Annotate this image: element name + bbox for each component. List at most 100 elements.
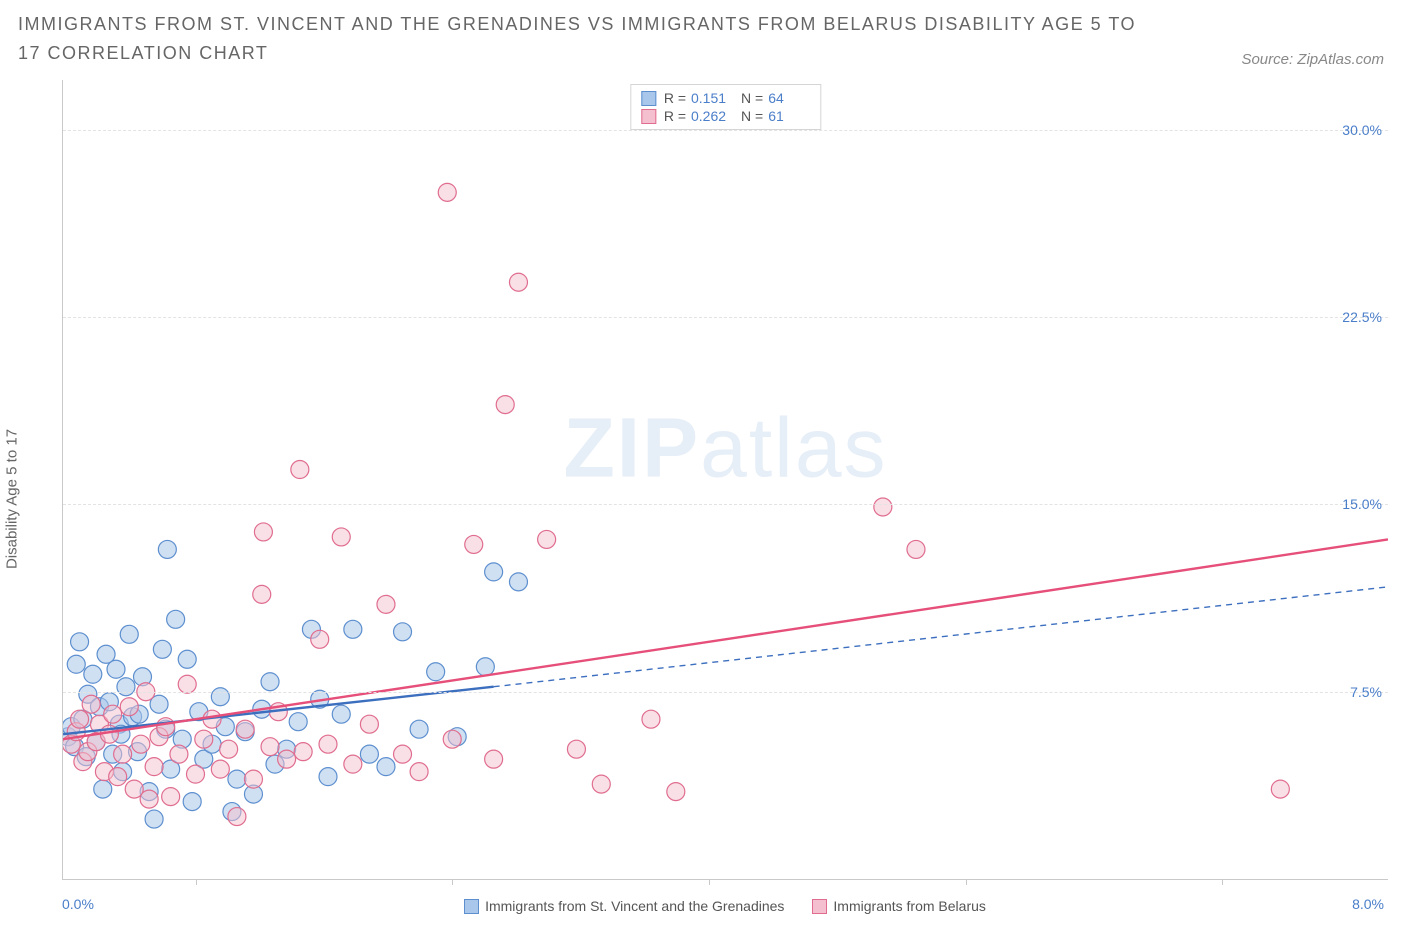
scatter-point bbox=[183, 793, 201, 811]
scatter-point bbox=[394, 745, 412, 763]
y-tick-label: 22.5% bbox=[1342, 309, 1382, 325]
regression-line-extrapolated bbox=[494, 587, 1388, 687]
scatter-point bbox=[476, 658, 494, 676]
chart-container: Disability Age 5 to 17 ZIPatlas R =0.151… bbox=[18, 80, 1388, 918]
gridline bbox=[63, 504, 1388, 505]
chart-title: IMMIGRANTS FROM ST. VINCENT AND THE GREN… bbox=[18, 10, 1138, 68]
scatter-point bbox=[319, 735, 337, 753]
scatter-point bbox=[311, 630, 329, 648]
scatter-point bbox=[104, 705, 122, 723]
scatter-point bbox=[377, 758, 395, 776]
scatter-point bbox=[153, 640, 171, 658]
n-stat: N =61 bbox=[741, 108, 810, 124]
legend-swatch bbox=[464, 899, 479, 914]
scatter-point bbox=[145, 758, 163, 776]
scatter-point bbox=[170, 745, 188, 763]
legend-label: Immigrants from Belarus bbox=[833, 898, 985, 914]
scatter-point bbox=[642, 710, 660, 728]
scatter-point bbox=[410, 720, 428, 738]
scatter-point bbox=[496, 396, 514, 414]
scatter-point bbox=[244, 770, 262, 788]
scatter-point bbox=[211, 760, 229, 778]
scatter-point bbox=[94, 780, 112, 798]
scatter-point bbox=[410, 763, 428, 781]
scatter-point bbox=[109, 768, 127, 786]
scatter-point bbox=[195, 730, 213, 748]
scatter-point bbox=[509, 273, 527, 291]
scatter-point bbox=[485, 563, 503, 581]
legend-swatch bbox=[641, 91, 656, 106]
scatter-point bbox=[465, 535, 483, 553]
legend-label: Immigrants from St. Vincent and the Gren… bbox=[485, 898, 784, 914]
source-attribution: Source: ZipAtlas.com bbox=[1241, 51, 1388, 68]
scatter-point bbox=[319, 768, 337, 786]
scatter-point bbox=[1271, 780, 1289, 798]
scatter-point bbox=[377, 595, 395, 613]
y-axis-label: Disability Age 5 to 17 bbox=[4, 429, 21, 569]
y-tick-label: 7.5% bbox=[1350, 684, 1382, 700]
r-stat: R =0.151 bbox=[664, 90, 733, 106]
scatter-point bbox=[107, 660, 125, 678]
scatter-point bbox=[567, 740, 585, 758]
scatter-point bbox=[360, 745, 378, 763]
r-stat: R =0.262 bbox=[664, 108, 733, 124]
legend-item: Immigrants from Belarus bbox=[812, 898, 985, 914]
scatter-point bbox=[211, 688, 229, 706]
scatter-point bbox=[67, 655, 85, 673]
scatter-point bbox=[538, 530, 556, 548]
regression-line bbox=[63, 539, 1388, 739]
scatter-point bbox=[167, 610, 185, 628]
scatter-point bbox=[394, 623, 412, 641]
scatter-point bbox=[485, 750, 503, 768]
scatter-point bbox=[178, 650, 196, 668]
scatter-point bbox=[261, 673, 279, 691]
gridline bbox=[63, 692, 1388, 693]
y-tick-label: 30.0% bbox=[1342, 122, 1382, 138]
scatter-point bbox=[145, 810, 163, 828]
scatter-point bbox=[344, 620, 362, 638]
scatter-point bbox=[120, 698, 138, 716]
legend-item: Immigrants from St. Vincent and the Gren… bbox=[464, 898, 784, 914]
scatter-point bbox=[254, 523, 272, 541]
scatter-point bbox=[178, 675, 196, 693]
scatter-point bbox=[874, 498, 892, 516]
scatter-point bbox=[220, 740, 238, 758]
scatter-point bbox=[332, 528, 350, 546]
scatter-point bbox=[438, 183, 456, 201]
stats-legend-row: R =0.151 N =64 bbox=[641, 89, 810, 107]
scatter-point bbox=[344, 755, 362, 773]
scatter-point bbox=[291, 461, 309, 479]
scatter-point bbox=[294, 743, 312, 761]
x-axis-area: 0.0% 8.0% Immigrants from St. Vincent an… bbox=[62, 880, 1388, 918]
scatter-point bbox=[157, 718, 175, 736]
scatter-point bbox=[187, 765, 205, 783]
scatter-point bbox=[162, 788, 180, 806]
scatter-point bbox=[120, 625, 138, 643]
scatter-point bbox=[117, 678, 135, 696]
chart-svg bbox=[63, 80, 1388, 879]
scatter-point bbox=[332, 705, 350, 723]
scatter-point bbox=[907, 540, 925, 558]
gridline bbox=[63, 317, 1388, 318]
scatter-point bbox=[228, 808, 246, 826]
scatter-point bbox=[592, 775, 610, 793]
plot-area: ZIPatlas R =0.151N =64R =0.262N =61 7.5%… bbox=[62, 80, 1388, 880]
scatter-point bbox=[253, 585, 271, 603]
scatter-point bbox=[114, 745, 132, 763]
scatter-point bbox=[84, 665, 102, 683]
n-stat: N =64 bbox=[741, 90, 810, 106]
scatter-point bbox=[278, 750, 296, 768]
stats-legend: R =0.151 N =64 R =0.262 N =61 bbox=[630, 84, 821, 130]
series-legend: Immigrants from St. Vincent and the Gren… bbox=[62, 898, 1388, 914]
scatter-point bbox=[427, 663, 445, 681]
scatter-point bbox=[443, 730, 461, 748]
scatter-point bbox=[71, 710, 89, 728]
scatter-point bbox=[158, 540, 176, 558]
scatter-point bbox=[228, 770, 246, 788]
scatter-point bbox=[289, 713, 307, 731]
legend-swatch bbox=[812, 899, 827, 914]
scatter-point bbox=[667, 783, 685, 801]
scatter-point bbox=[360, 715, 378, 733]
stats-legend-row: R =0.262 N =61 bbox=[641, 107, 810, 125]
scatter-point bbox=[140, 790, 158, 808]
